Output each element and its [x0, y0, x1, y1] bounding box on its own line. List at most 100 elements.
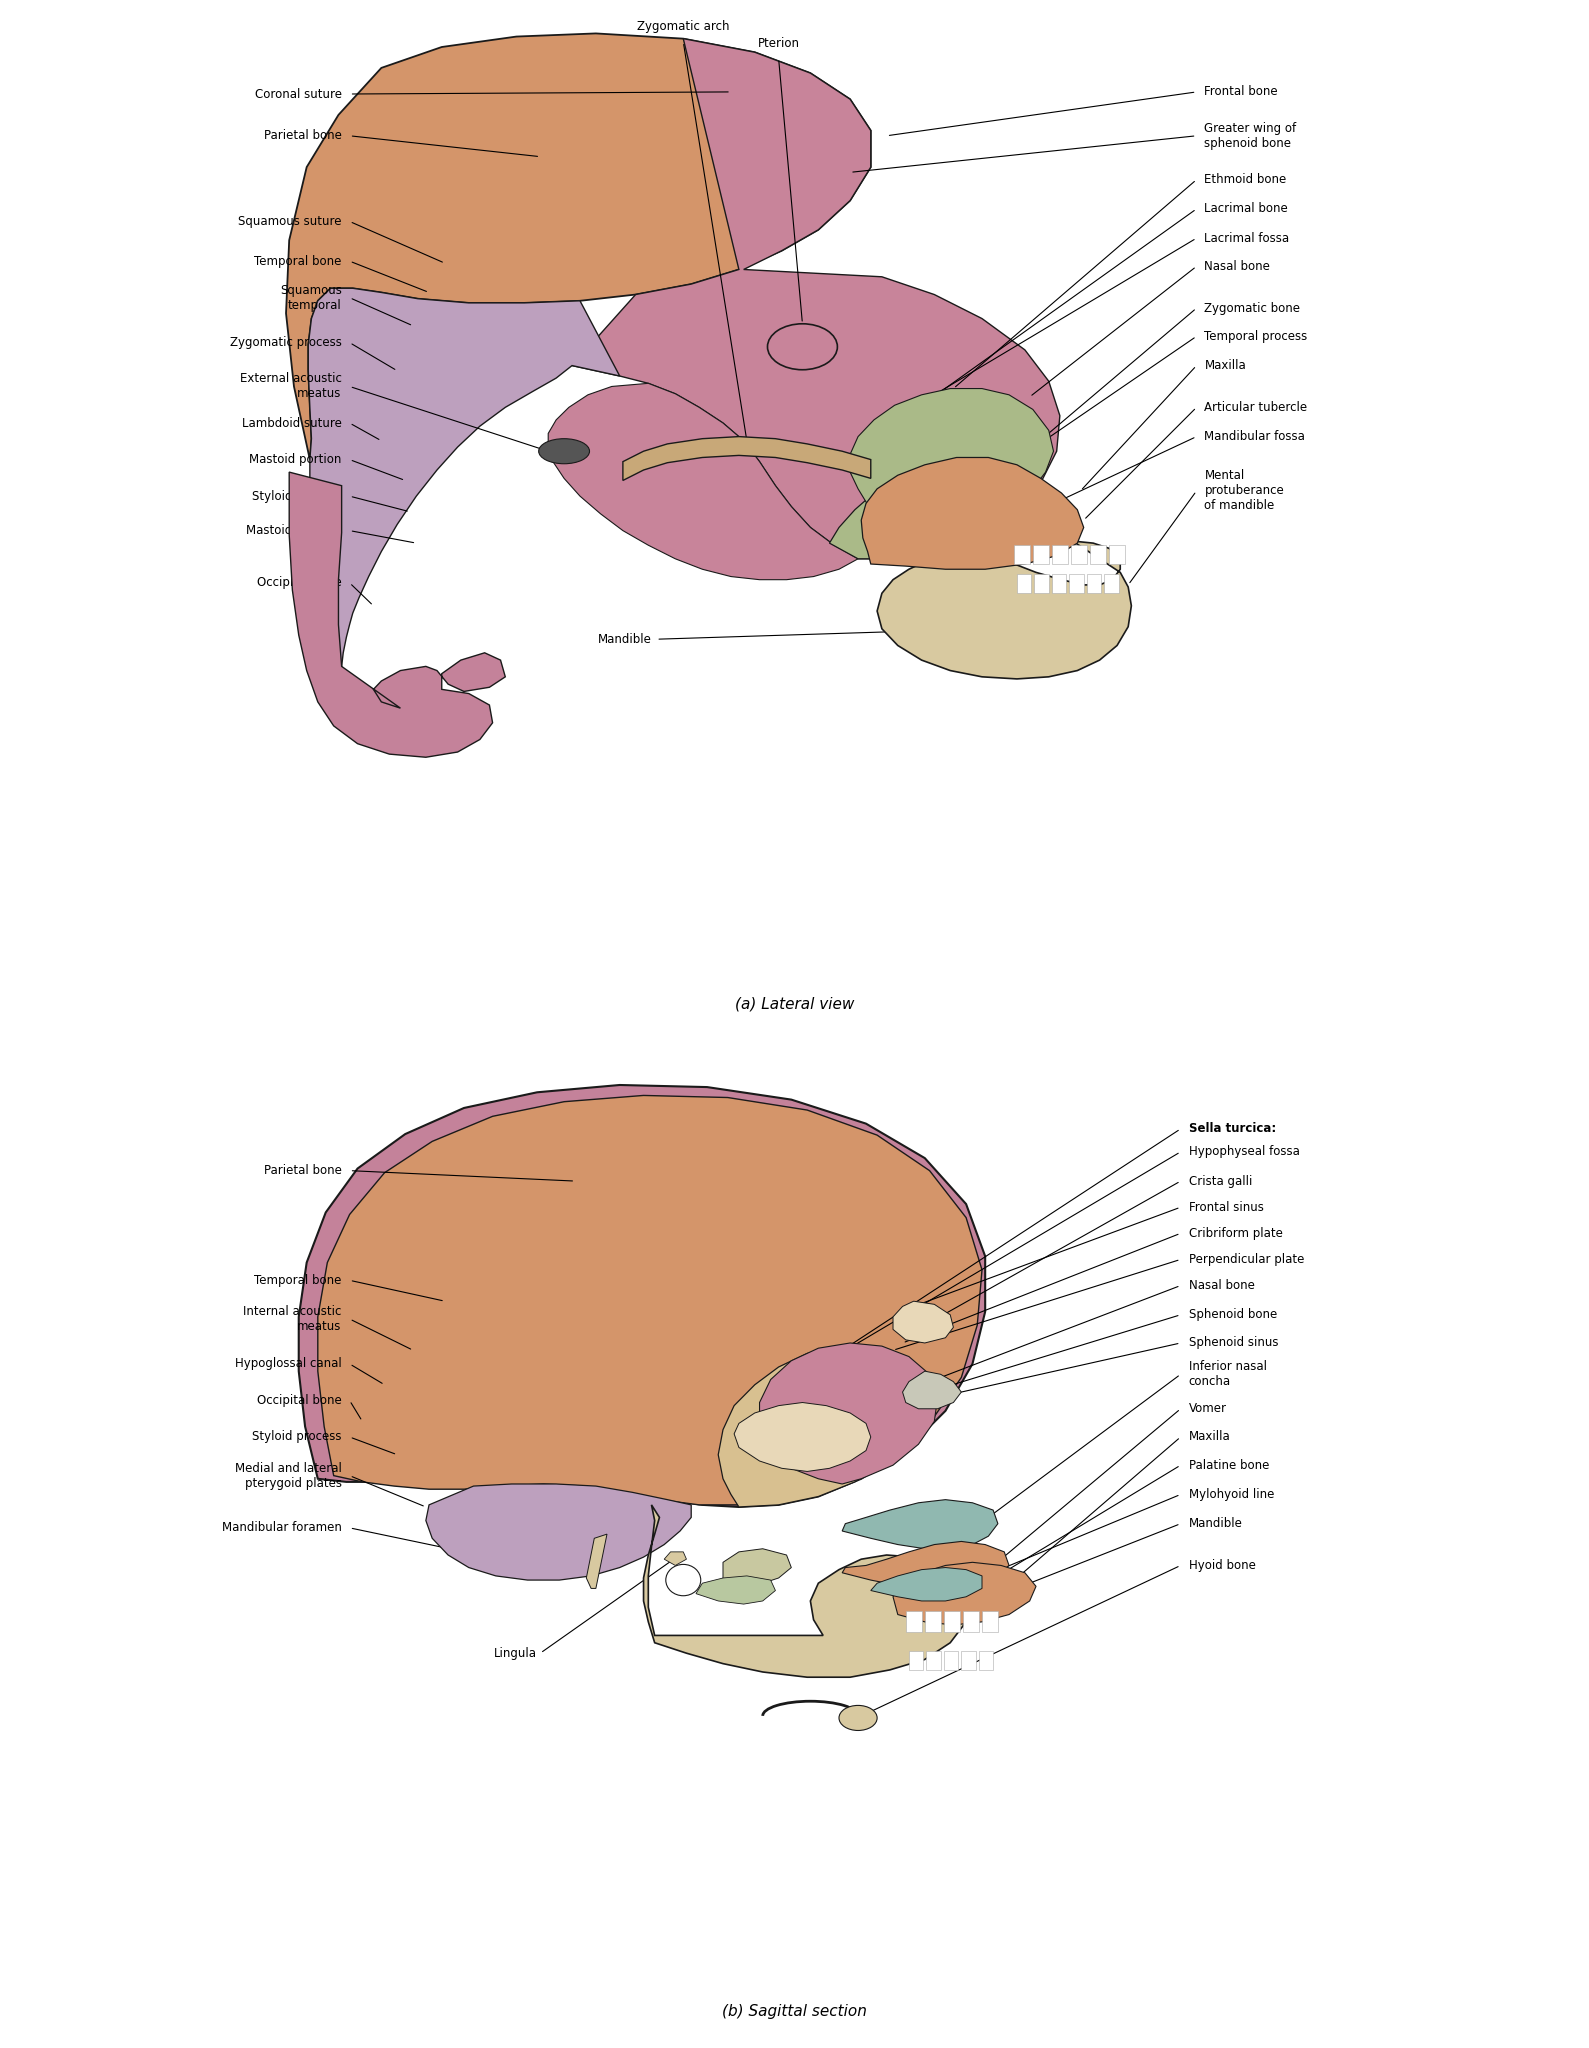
Polygon shape [842, 1499, 998, 1548]
Text: Maxilla: Maxilla [1189, 1430, 1230, 1444]
Polygon shape [289, 473, 505, 758]
Polygon shape [944, 1651, 958, 1669]
Polygon shape [979, 1651, 993, 1669]
Text: Mastoid portion: Mastoid portion [249, 453, 342, 467]
Polygon shape [318, 1096, 982, 1505]
Text: Hypoglossal canal: Hypoglossal canal [235, 1358, 342, 1370]
Polygon shape [893, 1563, 1036, 1624]
Text: Inferior nasal
concha: Inferior nasal concha [1189, 1360, 1266, 1389]
Polygon shape [696, 1575, 775, 1604]
Polygon shape [572, 39, 1060, 559]
Text: Sella turcica:: Sella turcica: [1189, 1122, 1276, 1135]
Polygon shape [961, 1651, 976, 1669]
Polygon shape [586, 1534, 607, 1589]
Text: Parietal bone: Parietal bone [264, 1163, 342, 1178]
Text: Lingula: Lingula [494, 1647, 537, 1659]
Text: Mandibular foramen: Mandibular foramen [222, 1522, 342, 1534]
Polygon shape [1052, 573, 1066, 594]
Polygon shape [718, 1348, 925, 1507]
Polygon shape [903, 1372, 961, 1409]
Polygon shape [1069, 573, 1084, 594]
Text: Temporal bone: Temporal bone [254, 254, 342, 268]
Polygon shape [1034, 573, 1049, 594]
Polygon shape [644, 1505, 969, 1677]
Text: (a) Lateral view: (a) Lateral view [734, 995, 855, 1012]
Polygon shape [926, 1651, 941, 1669]
Polygon shape [1014, 545, 1030, 563]
Polygon shape [1033, 545, 1049, 563]
Text: Frontal sinus: Frontal sinus [1189, 1200, 1263, 1214]
Text: Vomer: Vomer [1189, 1403, 1227, 1415]
Text: Zygomatic bone: Zygomatic bone [1204, 301, 1300, 315]
Text: Mandible: Mandible [1189, 1518, 1243, 1530]
Text: Squamous
temporal: Squamous temporal [280, 285, 342, 311]
Text: Internal acoustic
meatus: Internal acoustic meatus [243, 1305, 342, 1333]
Polygon shape [829, 461, 1030, 559]
Polygon shape [982, 1612, 998, 1632]
Text: Mastoid process: Mastoid process [246, 524, 342, 537]
Text: Lambdoid suture: Lambdoid suture [242, 416, 342, 430]
Text: Occipital bone: Occipital bone [257, 1395, 342, 1407]
Polygon shape [548, 383, 858, 580]
Polygon shape [426, 1485, 691, 1581]
Text: Hypophyseal fossa: Hypophyseal fossa [1189, 1145, 1300, 1159]
Text: Styloid process: Styloid process [253, 489, 342, 502]
Polygon shape [871, 1567, 982, 1602]
Text: Coronal suture: Coronal suture [254, 88, 342, 100]
Text: Articular tubercle: Articular tubercle [1204, 401, 1308, 414]
Polygon shape [909, 1651, 923, 1669]
Text: Mandibular fossa: Mandibular fossa [1204, 430, 1305, 442]
Polygon shape [760, 1343, 938, 1485]
Text: Zygomatic process: Zygomatic process [230, 336, 342, 348]
Polygon shape [1090, 545, 1106, 563]
Text: Temporal process: Temporal process [1204, 330, 1308, 342]
Polygon shape [1052, 545, 1068, 563]
Polygon shape [734, 1403, 871, 1470]
Text: Styloid process: Styloid process [253, 1430, 342, 1444]
Text: Perpendicular plate: Perpendicular plate [1189, 1253, 1305, 1266]
Text: Zygomatic arch: Zygomatic arch [637, 20, 729, 33]
Text: External acoustic
meatus: External acoustic meatus [240, 373, 342, 401]
Text: Nasal bone: Nasal bone [1204, 260, 1270, 272]
Polygon shape [861, 457, 1084, 569]
Polygon shape [925, 1612, 941, 1632]
Polygon shape [299, 1085, 985, 1507]
Text: Pterion: Pterion [758, 37, 799, 49]
Text: Parietal bone: Parietal bone [264, 129, 342, 141]
Text: Hyoid bone: Hyoid bone [1189, 1559, 1255, 1573]
Text: Crista galli: Crista galli [1189, 1176, 1252, 1188]
Polygon shape [842, 1542, 1009, 1589]
Polygon shape [877, 492, 1131, 680]
Polygon shape [286, 33, 871, 459]
Text: Squamous suture: Squamous suture [238, 215, 342, 227]
Polygon shape [1017, 573, 1031, 594]
Text: (b) Sagittal section: (b) Sagittal section [721, 2003, 868, 2019]
Text: Medial and lateral
pterygoid plates: Medial and lateral pterygoid plates [235, 1462, 342, 1489]
Polygon shape [723, 1548, 791, 1583]
Text: Occipital bone: Occipital bone [257, 575, 342, 590]
Text: Mylohyoid line: Mylohyoid line [1189, 1489, 1274, 1501]
Text: Lacrimal bone: Lacrimal bone [1204, 203, 1289, 215]
Circle shape [839, 1706, 877, 1731]
Polygon shape [944, 1612, 960, 1632]
Polygon shape [308, 289, 620, 698]
Polygon shape [1071, 545, 1087, 563]
Polygon shape [1087, 573, 1101, 594]
Text: Cribriform plate: Cribriform plate [1189, 1227, 1282, 1239]
Polygon shape [664, 1552, 686, 1565]
Text: Sphenoid bone: Sphenoid bone [1189, 1309, 1278, 1321]
Text: Sphenoid sinus: Sphenoid sinus [1189, 1337, 1278, 1350]
Text: Nasal bone: Nasal bone [1189, 1280, 1254, 1292]
Polygon shape [893, 1300, 953, 1343]
Polygon shape [850, 389, 1054, 559]
Polygon shape [1104, 573, 1119, 594]
Text: Temporal bone: Temporal bone [254, 1274, 342, 1286]
Polygon shape [906, 1612, 922, 1632]
Polygon shape [623, 436, 871, 481]
Text: Mandible: Mandible [597, 633, 651, 645]
Text: Greater wing of
sphenoid bone: Greater wing of sphenoid bone [1204, 121, 1297, 150]
Text: Ethmoid bone: Ethmoid bone [1204, 174, 1287, 186]
Text: Palatine bone: Palatine bone [1189, 1458, 1270, 1473]
Text: Lacrimal fossa: Lacrimal fossa [1204, 231, 1290, 244]
Ellipse shape [539, 438, 590, 463]
